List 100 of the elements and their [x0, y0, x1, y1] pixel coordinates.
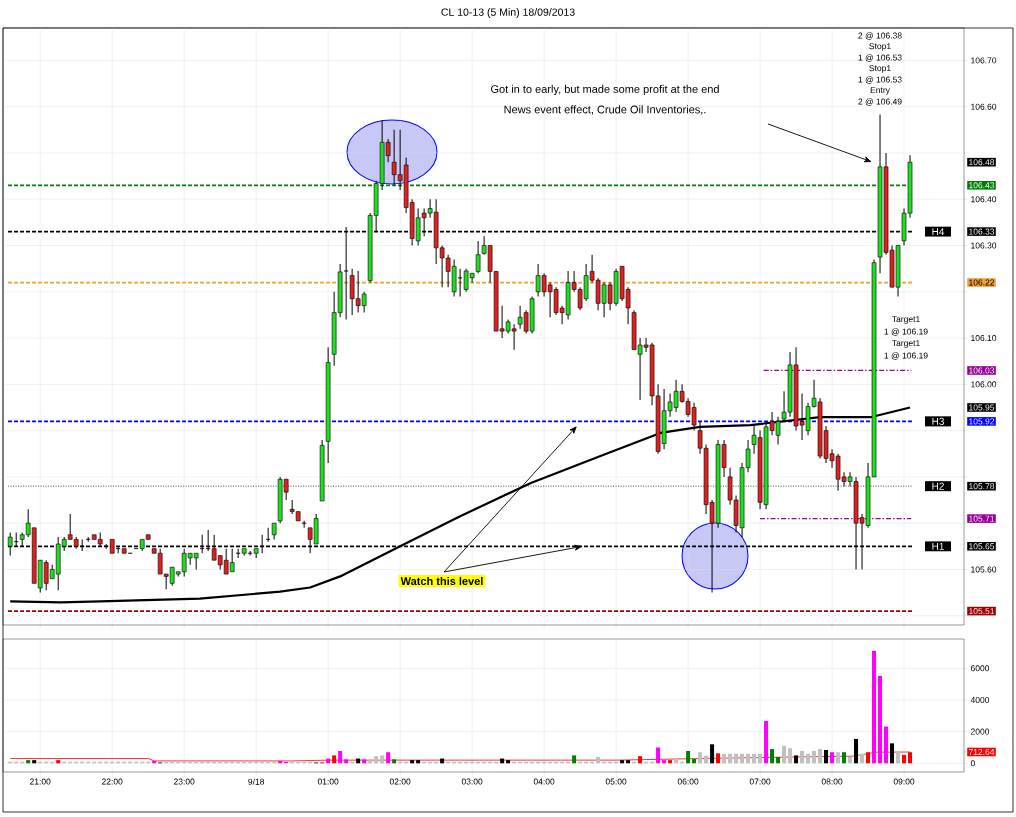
bar: [836, 752, 841, 764]
x-tick-label: 06:00: [677, 778, 699, 785]
bar: [764, 721, 769, 764]
bar: [572, 755, 577, 764]
bar: [374, 756, 379, 764]
bar: [704, 755, 709, 764]
bar: [884, 726, 889, 764]
bar: [806, 753, 811, 764]
y-tick-label: 106.60: [971, 103, 997, 110]
text: 106.22: [969, 279, 995, 286]
annotation: Stop1: [869, 43, 891, 51]
annotation: 1 @ 106.19: [884, 352, 928, 360]
bar: [770, 749, 775, 764]
y-tick-label: 106.70: [971, 57, 997, 64]
x-tick-label: 04:00: [533, 778, 555, 785]
y-tick-label: 4000: [970, 696, 990, 703]
bar: [710, 744, 715, 764]
bar: [338, 750, 343, 764]
bar: [692, 759, 697, 764]
text: 105.51: [969, 608, 995, 615]
bar: [740, 753, 745, 764]
chart-title: CL 10-13 (5 Min) 18/09/2013: [441, 8, 575, 18]
ref-line-label: H2: [932, 482, 944, 490]
y-tick-label: 2000: [970, 728, 990, 735]
x-tick-label: 01:00: [317, 778, 339, 785]
bar: [824, 749, 829, 764]
bar: [368, 760, 373, 764]
bar: [728, 753, 733, 764]
y-tick-label: 6000: [970, 665, 990, 672]
text: 105.92: [969, 418, 995, 425]
bar: [392, 759, 397, 764]
annotation: Got in to early, but made some profit at the end: [491, 84, 719, 96]
x-tick-label: 21:00: [29, 778, 51, 785]
annotation: News event effect, Crude Oil Inventories,.: [504, 105, 706, 115]
bar: [878, 675, 883, 764]
bar: [752, 753, 757, 764]
text: 105.95: [969, 404, 995, 411]
bar: [674, 759, 679, 764]
annotation: 2 @ 106.49: [858, 98, 902, 106]
bar: [776, 756, 781, 764]
text: 106.03: [969, 367, 995, 374]
y-tick-label: 105.60: [971, 566, 997, 573]
bar: [854, 738, 859, 764]
ref-line-label: H1: [932, 542, 944, 550]
bar: [902, 754, 907, 764]
text: 105.78: [969, 483, 995, 490]
y-tick-label: 106.30: [971, 242, 997, 249]
annotation: Entry: [870, 87, 890, 95]
bar: [686, 750, 691, 764]
bar: [662, 760, 667, 764]
bar: [758, 753, 763, 764]
x-tick-label: 05:00: [605, 778, 627, 785]
bar: [596, 756, 601, 764]
x-tick-label: 9/18: [248, 778, 265, 785]
bar: [380, 755, 385, 764]
annotation: 1 @ 106.53: [858, 54, 902, 62]
bar: [812, 750, 817, 764]
bar: [746, 753, 751, 764]
y-tick-label: 106.10: [971, 335, 997, 342]
bar: [818, 749, 823, 764]
annotation: Watch this level: [400, 576, 483, 586]
ref-line-label: H3: [932, 417, 944, 425]
text: 712.64: [968, 749, 995, 755]
x-tick-label: 02:00: [389, 778, 411, 785]
bar: [800, 750, 805, 764]
line-series: [9, 751, 911, 762]
bar: [410, 760, 415, 764]
annotation: 1 @ 106.53: [858, 76, 902, 84]
x-tick-label: 23:00: [173, 778, 195, 785]
text: 105.65: [969, 543, 995, 550]
text: 106.43: [969, 182, 995, 189]
text: 106.48: [969, 159, 995, 166]
bar: [860, 753, 865, 764]
bar: [848, 756, 853, 764]
bar: [782, 745, 787, 764]
annotation: Stop1: [869, 65, 891, 73]
bar: [656, 747, 661, 764]
bar: [788, 748, 793, 764]
y-tick-label: 106.40: [971, 196, 997, 203]
bar: [506, 760, 511, 764]
bar: [344, 759, 349, 764]
bar: [386, 752, 391, 764]
y-tick-label: 106.00: [971, 381, 997, 388]
bar: [32, 760, 37, 764]
annotation: 2 @ 106.38: [858, 32, 902, 40]
annotation: Target1: [892, 316, 920, 324]
ref-line-label: H4: [932, 228, 945, 236]
bar: [722, 753, 727, 764]
x-tick-label: 07:00: [749, 778, 771, 785]
bar: [890, 743, 895, 764]
bar: [416, 760, 421, 764]
bar: [698, 752, 703, 764]
bar: [26, 760, 31, 764]
x-tick-label: 22:00: [101, 778, 123, 785]
bar: [872, 650, 877, 764]
bar: [362, 759, 367, 764]
x-tick-label: 08:00: [821, 778, 843, 785]
candlestick: [475, 240, 481, 274]
bar: [794, 755, 799, 764]
x-tick-label: 03:00: [461, 778, 483, 785]
